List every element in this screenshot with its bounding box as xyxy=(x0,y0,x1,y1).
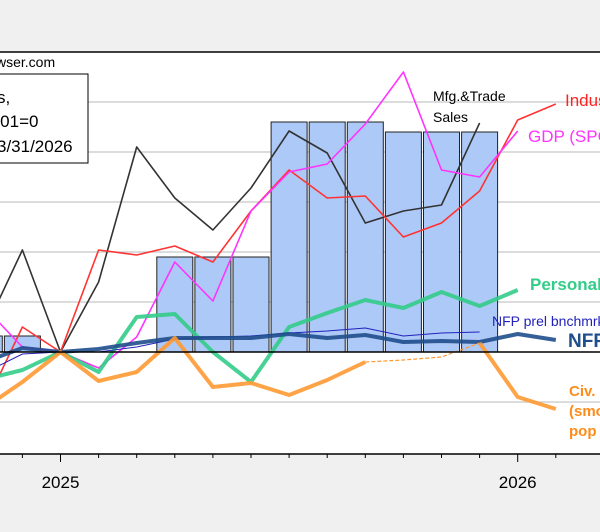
bar xyxy=(346,121,384,353)
bar xyxy=(0,335,3,353)
series-label-mfg: Mfg.&Trade xyxy=(433,88,506,104)
series-line xyxy=(0,122,481,353)
series-label-nfp: NFP xyxy=(568,331,600,352)
legend-line: s, xyxy=(0,88,10,107)
legend-line: 3/31/2026 xyxy=(0,137,73,156)
series-label-gdp: GDP (SPGI) xyxy=(528,127,600,146)
legend-box: s, M01=0 3/31/2026 xyxy=(0,73,89,164)
source-text: wser.com xyxy=(0,54,55,70)
series-label-ip: Industrial Production xyxy=(565,91,600,110)
x-tick-label: 2026 xyxy=(499,473,537,492)
series-label-civ: Civ. Employment xyxy=(569,383,600,400)
series-label-nfp-prel: NFP prel bnchmrk xyxy=(492,313,600,329)
series-line xyxy=(477,341,557,411)
legend-line: M01=0 xyxy=(0,112,38,131)
series-label-civ: (smoothed xyxy=(569,403,600,420)
series-label-mfg: Sales xyxy=(433,109,468,125)
bar xyxy=(384,131,422,353)
bar xyxy=(270,121,308,353)
series-label-pi: Personal Income xyxy=(530,275,600,294)
series-line xyxy=(0,332,557,359)
bar xyxy=(423,131,460,353)
series-label-civ: pop controls) xyxy=(569,423,600,440)
series-line xyxy=(0,336,367,400)
x-tick-label: 2025 xyxy=(42,473,80,492)
series-gap-dashed xyxy=(365,342,480,363)
